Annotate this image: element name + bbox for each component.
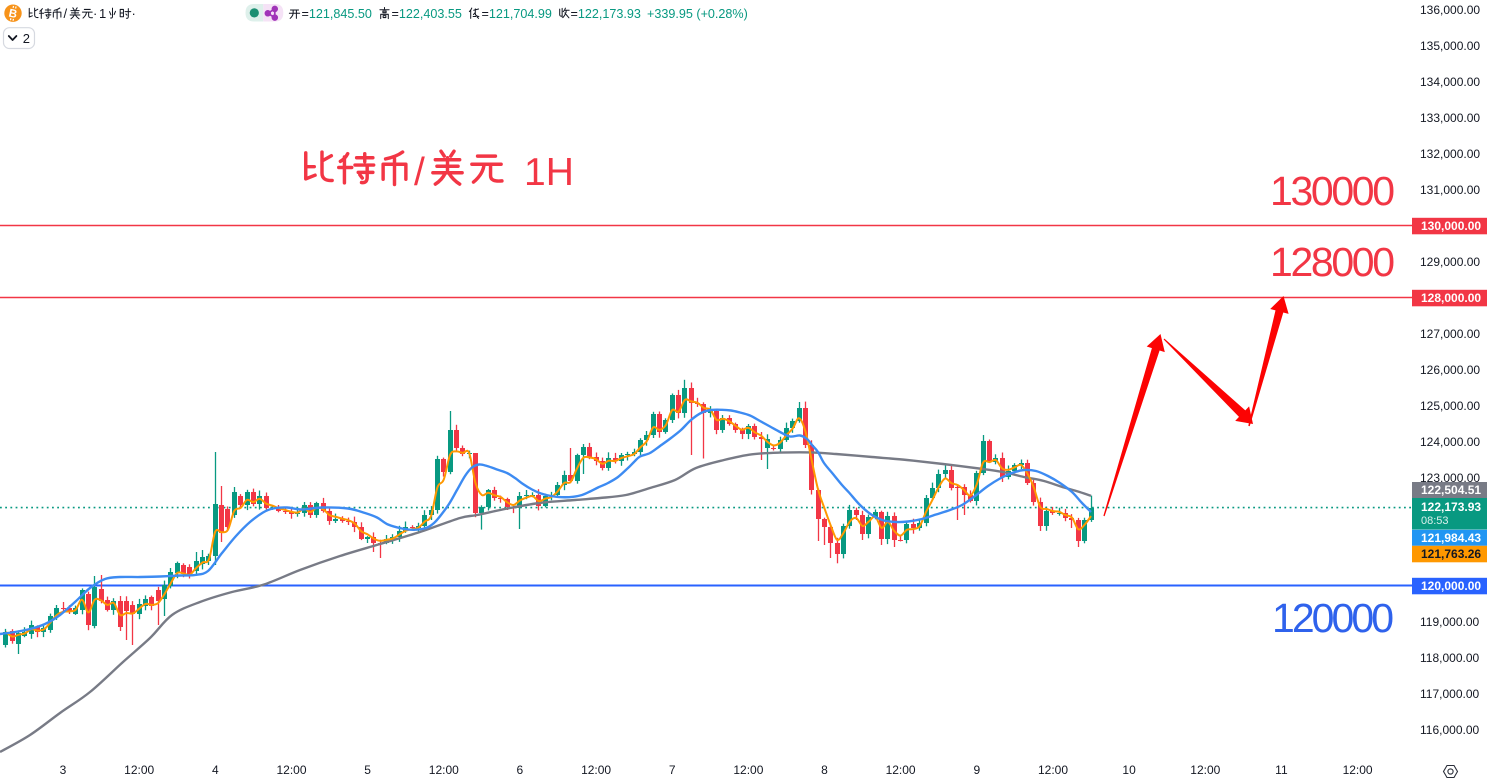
svg-text:135,000.00: 135,000.00 [1420,39,1480,53]
svg-text:136,000.00: 136,000.00 [1420,3,1480,17]
svg-text:=122,173.93: =122,173.93 [571,7,641,21]
svg-text:120,000.00: 120,000.00 [1421,579,1481,593]
svg-text:6: 6 [517,763,524,777]
svg-text:120000: 120000 [1272,595,1394,641]
svg-text:121,984.43: 121,984.43 [1421,531,1481,545]
svg-text:5: 5 [364,763,371,777]
svg-text:123,000.00: 123,000.00 [1420,471,1480,485]
svg-text:128,000.00: 128,000.00 [1421,291,1481,305]
svg-text:119,000.00: 119,000.00 [1420,615,1479,629]
svg-text:1H: 1H [524,151,574,194]
svg-text:127,000.00: 127,000.00 [1420,327,1480,341]
svg-text:122,504.51: 122,504.51 [1421,483,1481,497]
svg-text:B: B [7,8,18,21]
svg-text:+339.95 (+0.28%): +339.95 (+0.28%) [647,7,748,21]
svg-text:/: / [414,151,425,194]
svg-text:131,000.00: 131,000.00 [1420,183,1480,197]
svg-text:129,000.00: 129,000.00 [1420,255,1480,269]
svg-text:=121,704.99: =121,704.99 [482,7,552,21]
svg-text:125,000.00: 125,000.00 [1420,399,1480,413]
svg-text:118,000.00: 118,000.00 [1420,651,1479,665]
svg-text:4: 4 [212,763,219,777]
svg-text:12:00: 12:00 [581,763,611,777]
svg-text:132,000.00: 132,000.00 [1420,147,1480,161]
svg-text:116,000.00: 116,000.00 [1420,723,1479,737]
svg-text:12:00: 12:00 [276,763,306,777]
svg-text:7: 7 [669,763,676,777]
svg-text:126,000.00: 126,000.00 [1420,363,1480,377]
svg-text:11: 11 [1275,763,1288,777]
svg-text:12:00: 12:00 [1343,763,1373,777]
svg-text:124,000.00: 124,000.00 [1420,435,1480,449]
svg-text:3: 3 [60,763,67,777]
svg-text:12:00: 12:00 [886,763,916,777]
svg-text:122,173.93: 122,173.93 [1421,500,1481,514]
svg-text:130000: 130000 [1270,168,1395,214]
svg-text:130,000.00: 130,000.00 [1421,219,1481,233]
svg-text:12:00: 12:00 [733,763,763,777]
svg-text:·: · [93,6,97,21]
svg-text:128000: 128000 [1270,239,1395,285]
svg-text:133,000.00: 133,000.00 [1420,111,1480,125]
svg-text:12:00: 12:00 [1190,763,1220,777]
svg-text:1: 1 [99,6,106,21]
svg-text:10: 10 [1122,763,1136,777]
svg-text:·: · [132,6,136,21]
svg-text:=121,845.50: =121,845.50 [302,7,372,21]
svg-text:9: 9 [973,763,980,777]
svg-text:12:00: 12:00 [124,763,154,777]
svg-text:12:00: 12:00 [1038,763,1068,777]
svg-text:2: 2 [23,31,30,46]
svg-text:12:00: 12:00 [429,763,459,777]
svg-text:/: / [64,6,68,21]
svg-text:08:53: 08:53 [1421,515,1449,527]
svg-text:117,000.00: 117,000.00 [1420,687,1479,701]
svg-text:134,000.00: 134,000.00 [1420,75,1480,89]
svg-text:=122,403.55: =122,403.55 [392,7,462,21]
svg-text:8: 8 [821,763,828,777]
svg-text:121,763.26: 121,763.26 [1421,547,1481,561]
